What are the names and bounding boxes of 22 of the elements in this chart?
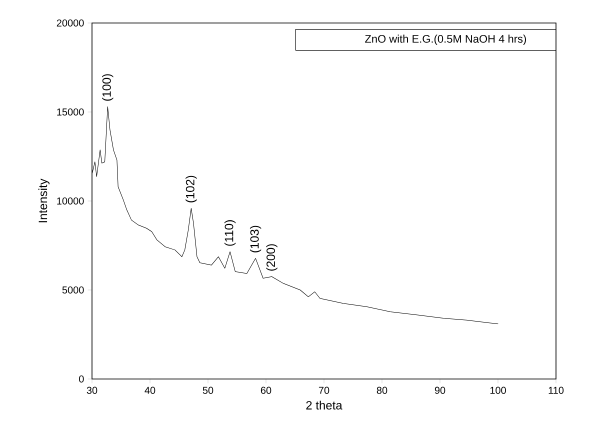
y-tick-label: 10000 (57, 197, 84, 205)
x-tick-label: 100 (490, 386, 506, 394)
x-tick-label: 90 (434, 386, 446, 394)
annotation: (102) (186, 176, 197, 202)
x-tick-label: 30 (86, 386, 98, 394)
x-tick-label: 40 (144, 386, 156, 394)
y-tick-label: 15000 (57, 108, 84, 116)
x-tick-label: 80 (376, 386, 388, 394)
text: ZnO with E.G.(0.5M NaOH 4 hrs) (365, 34, 526, 45)
y-axis-title: Intensity (38, 178, 50, 222)
x-tick-label: 50 (202, 386, 214, 394)
y-tick-label: 5000 (62, 286, 84, 294)
y-tick-label: 0 (79, 375, 84, 383)
annotation: (103) (250, 226, 262, 252)
annotation: (200) (266, 244, 278, 271)
x-tick-label: 70 (318, 386, 330, 394)
annotation: (100) (102, 74, 114, 101)
x-tick-label: 110 (548, 386, 564, 394)
x-tick-label: 60 (260, 386, 272, 394)
annotation: (110) (224, 220, 236, 246)
y-tick-label: 20000 (56, 19, 84, 27)
x-axis-title: 2 theta (306, 400, 342, 410)
